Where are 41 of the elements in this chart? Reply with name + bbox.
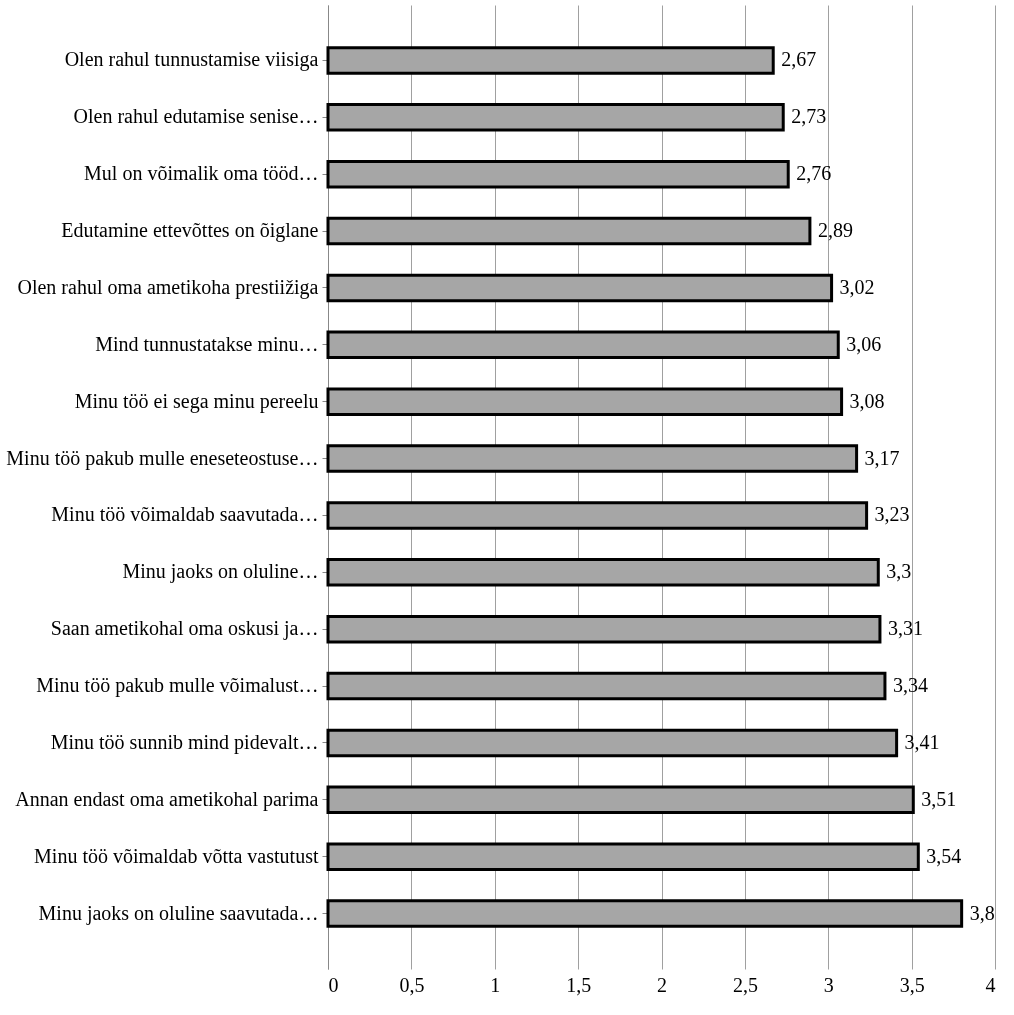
data-label: 3,51 (921, 787, 957, 810)
data-label: 3,17 (864, 446, 900, 469)
data-label: 2,76 (796, 162, 832, 185)
y-tick-label: Edutamine ettevõttes on õiglane (61, 219, 319, 243)
x-tick-label: 3 (823, 973, 834, 996)
y-tick-label: Mind tunnustatakse minu… (95, 332, 319, 355)
y-tick-label: Saan ametikohal oma oskusi ja… (50, 617, 319, 641)
y-tick-label: Minu töö võimaldab saavutada… (51, 503, 319, 526)
data-label: 2,67 (781, 48, 817, 71)
x-tick-label: 1 (490, 973, 501, 996)
data-label: 3,08 (849, 389, 885, 412)
x-tick-label: 3,5 (899, 973, 925, 996)
data-label: 3,31 (887, 617, 923, 640)
y-tick-label: Olen rahul edutamise senise… (73, 105, 319, 128)
x-tick-label: 2,5 (732, 973, 758, 996)
y-tick-label: Minu jaoks on oluline saavutada… (38, 901, 319, 925)
data-label: 3,3 (886, 560, 912, 583)
y-tick-label: Minu töö võimaldab võtta vastutust (34, 844, 319, 867)
data-label: 3,34 (892, 674, 928, 697)
x-tick-label: 0 (328, 973, 339, 996)
y-tick-label: Minu töö ei sega minu pereelu (74, 389, 319, 413)
y-tick-label: Olen rahul oma ametikoha prestiižiga (17, 275, 319, 299)
x-tick-label: 4 (985, 973, 996, 996)
data-label: 3,06 (846, 332, 882, 355)
data-label: 3,8 (969, 901, 995, 924)
data-label: 3,02 (839, 275, 875, 298)
x-tick-label: 0,5 (399, 973, 425, 996)
y-tick-label: Minu jaoks on oluline… (122, 560, 319, 584)
data-label: 3,41 (904, 730, 940, 753)
data-label: 3,54 (926, 844, 962, 867)
data-label: 3,23 (874, 503, 910, 526)
y-tick-label: Minu töö pakub mulle eneseteostuse… (6, 446, 319, 470)
y-tick-label: Minu töö pakub mulle võimalust… (36, 674, 319, 698)
data-label: 2,89 (817, 219, 853, 242)
x-tick-label: 1,5 (566, 973, 592, 996)
x-tick-label: 2 (657, 973, 667, 996)
data-label: 2,73 (791, 105, 827, 128)
y-tick-label: Mul on võimalik oma tööd… (84, 162, 319, 185)
y-tick-label: Minu töö sunnib mind pidevalt… (50, 730, 319, 754)
y-tick-label: Olen rahul tunnustamise viisiga (64, 48, 319, 72)
y-tick-label: Annan endast oma ametikohal parima (15, 787, 319, 811)
